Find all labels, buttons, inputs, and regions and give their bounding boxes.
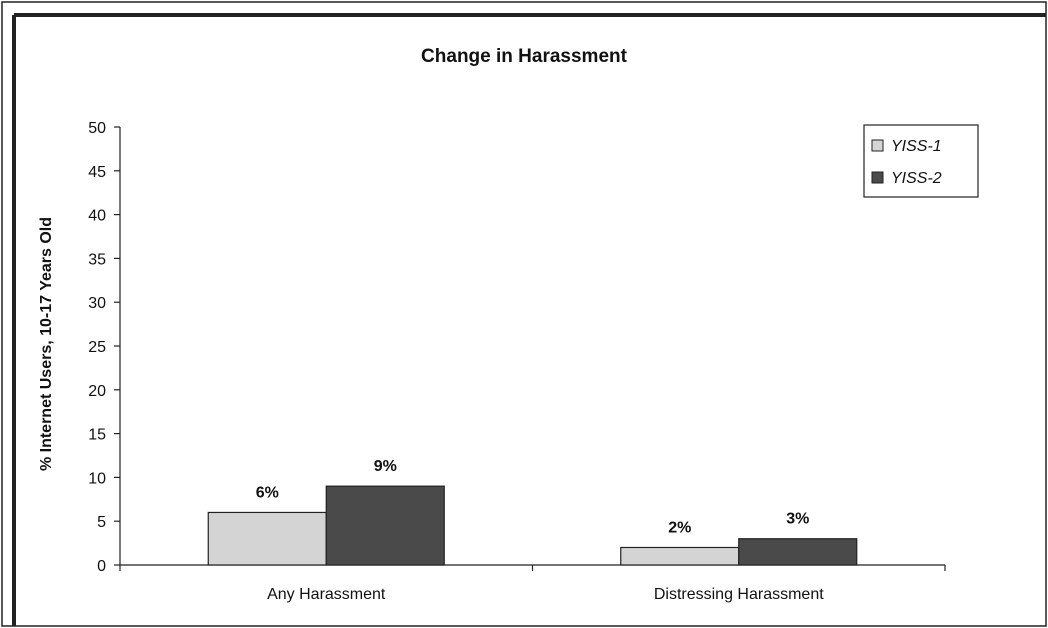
y-tick-label: 5: [97, 514, 106, 531]
data-labels: 6% 2% 9% 3%: [256, 458, 810, 536]
y-tick-label: 15: [88, 427, 106, 444]
y-tick-label: 35: [88, 251, 106, 268]
x-tick-label: Distressing Harassment: [654, 586, 824, 603]
legend-label-yiss-1: YISS-1: [891, 138, 942, 155]
bar-yiss-2-1: [738, 538, 858, 566]
bar-yiss-2-0: [325, 485, 445, 566]
bar-yiss-1-1: [620, 546, 740, 566]
y-tick-label: 45: [88, 164, 106, 181]
x-tick-label: Any Harassment: [267, 586, 386, 603]
data-label: 6%: [256, 484, 279, 501]
bar-yiss-1-0: [207, 511, 327, 566]
y-tick-label: 50: [88, 120, 106, 137]
y-tick-label: 20: [88, 383, 106, 400]
chart-title: Change in Harassment: [421, 46, 628, 67]
y-tick-label: 25: [88, 339, 106, 356]
data-label: 9%: [374, 458, 397, 475]
y-axis-label: % Internet Users, 10-17 Years Old: [38, 217, 55, 471]
y-tick-label: 0: [97, 558, 106, 575]
legend-swatch-yiss-1: [871, 139, 884, 152]
y-tick-label: 40: [88, 208, 106, 225]
legend: YISS-1 YISS-2: [863, 124, 979, 198]
bars: [207, 485, 858, 566]
y-tick-label: 30: [88, 295, 106, 312]
legend-swatch-yiss-2: [871, 171, 884, 184]
y-tick-label: 10: [88, 470, 106, 487]
data-label: 3%: [786, 511, 809, 528]
axes: 0 5 10 15 20 25 30 35 40 45 50 Any Harassment Distre…: [88, 120, 946, 603]
data-label: 2%: [668, 519, 691, 536]
legend-box: [863, 124, 979, 198]
legend-label-yiss-2: YISS-2: [891, 170, 942, 187]
